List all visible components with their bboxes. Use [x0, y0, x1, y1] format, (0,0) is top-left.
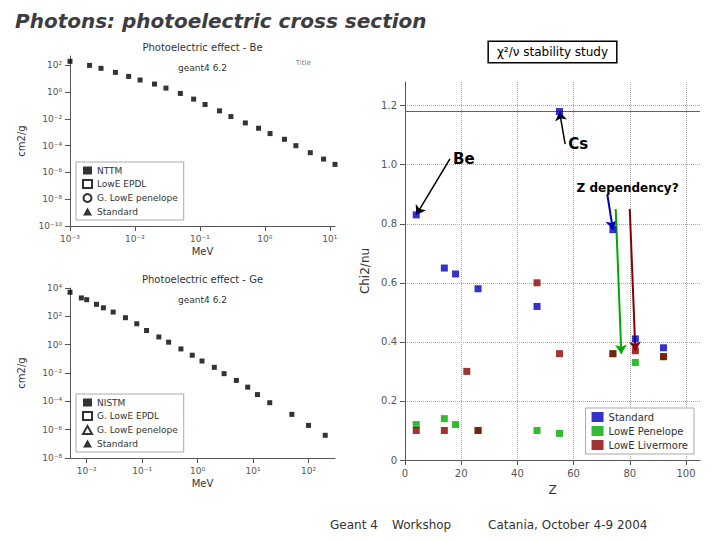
svg-text:Workshop: Workshop [392, 518, 451, 532]
svg-text:Standard: Standard [609, 412, 655, 423]
svg-text:40: 40 [511, 468, 524, 479]
svg-text:geant4 6.2: geant4 6.2 [178, 63, 227, 73]
svg-text:80: 80 [623, 468, 636, 479]
svg-text:G. LowE penelope: G. LowE penelope [97, 425, 178, 435]
svg-text:LowE Livermore: LowE Livermore [609, 440, 688, 451]
svg-text:10⁻²: 10⁻² [42, 114, 62, 124]
svg-text:10⁻²: 10⁻² [42, 368, 62, 378]
svg-text:10⁻²: 10⁻² [77, 466, 97, 476]
svg-text:G. LowE EPDL: G. LowE EPDL [97, 411, 159, 421]
svg-text:10⁻⁴: 10⁻⁴ [42, 396, 62, 406]
svg-text:10⁻⁶: 10⁻⁶ [42, 167, 62, 177]
svg-text:10⁰: 10⁰ [47, 87, 62, 97]
svg-text:0.8: 0.8 [381, 218, 397, 229]
svg-text:cm2/g: cm2/g [16, 125, 27, 156]
svg-text:100: 100 [676, 468, 695, 479]
svg-text:Photons: photoelectric cross s: Photons: photoelectric cross section [15, 9, 427, 33]
svg-text:Geant 4: Geant 4 [330, 518, 378, 532]
svg-text:10⁻⁶: 10⁻⁶ [42, 425, 62, 435]
svg-text:10²: 10² [47, 60, 62, 70]
svg-text:10⁻⁸: 10⁻⁸ [42, 453, 62, 463]
svg-text:Catania, October 4-9 2004: Catania, October 4-9 2004 [488, 518, 648, 532]
svg-text:10⁻⁴: 10⁻⁴ [42, 141, 62, 151]
svg-text:Photoelectric effect - Ge: Photoelectric effect - Ge [142, 274, 263, 285]
svg-text:0.2: 0.2 [381, 395, 397, 406]
svg-text:Title: Title [295, 59, 311, 67]
svg-text:0.4: 0.4 [381, 336, 397, 347]
svg-text:MeV: MeV [192, 478, 214, 489]
svg-text:10⁻⁸: 10⁻⁸ [42, 194, 62, 204]
svg-text:10⁴: 10⁴ [47, 283, 62, 293]
svg-text:Cs: Cs [568, 135, 588, 153]
svg-text:10⁰: 10⁰ [47, 340, 62, 350]
svg-text:Z dependency?: Z dependency? [577, 181, 679, 195]
svg-text:Photoelectric effect - Be: Photoelectric effect - Be [142, 42, 262, 53]
svg-text:cm2/g: cm2/g [16, 357, 27, 388]
svg-text:χ²/ν stability study: χ²/ν stability study [497, 45, 608, 59]
svg-text:10⁻¹: 10⁻¹ [190, 234, 210, 244]
svg-text:10⁻¹: 10⁻¹ [132, 466, 152, 476]
svg-text:NISTM: NISTM [97, 398, 125, 408]
svg-text:10⁻¹⁰: 10⁻¹⁰ [39, 221, 63, 231]
svg-text:NTTM: NTTM [97, 166, 122, 176]
svg-text:0: 0 [402, 468, 408, 479]
svg-text:LowE EPDL: LowE EPDL [97, 179, 146, 189]
svg-text:10⁰: 10⁰ [190, 466, 205, 476]
svg-text:10²: 10² [301, 466, 316, 476]
svg-text:10²: 10² [47, 311, 62, 321]
svg-text:0.6: 0.6 [381, 277, 397, 288]
svg-text:60: 60 [567, 468, 580, 479]
svg-text:Standard: Standard [97, 439, 138, 449]
svg-text:1.0: 1.0 [381, 159, 397, 170]
svg-text:10¹: 10¹ [322, 234, 337, 244]
svg-text:LowE Penelope: LowE Penelope [609, 426, 684, 437]
svg-text:Be: Be [453, 150, 475, 168]
svg-text:10⁻³: 10⁻³ [60, 234, 80, 244]
svg-text:10⁻²: 10⁻² [125, 234, 145, 244]
svg-text:MeV: MeV [192, 246, 214, 257]
svg-text:10¹: 10¹ [246, 466, 261, 476]
svg-text:1.2: 1.2 [381, 100, 397, 111]
svg-text:20: 20 [455, 468, 468, 479]
svg-text:Chi2/nu: Chi2/nu [358, 248, 372, 294]
svg-text:G. LowE penelope: G. LowE penelope [97, 193, 178, 203]
svg-text:Z: Z [548, 483, 556, 497]
svg-text:10⁰: 10⁰ [257, 234, 272, 244]
svg-text:0: 0 [391, 455, 397, 466]
svg-text:Standard: Standard [97, 207, 138, 217]
svg-text:geant4 6.2: geant4 6.2 [178, 295, 227, 305]
